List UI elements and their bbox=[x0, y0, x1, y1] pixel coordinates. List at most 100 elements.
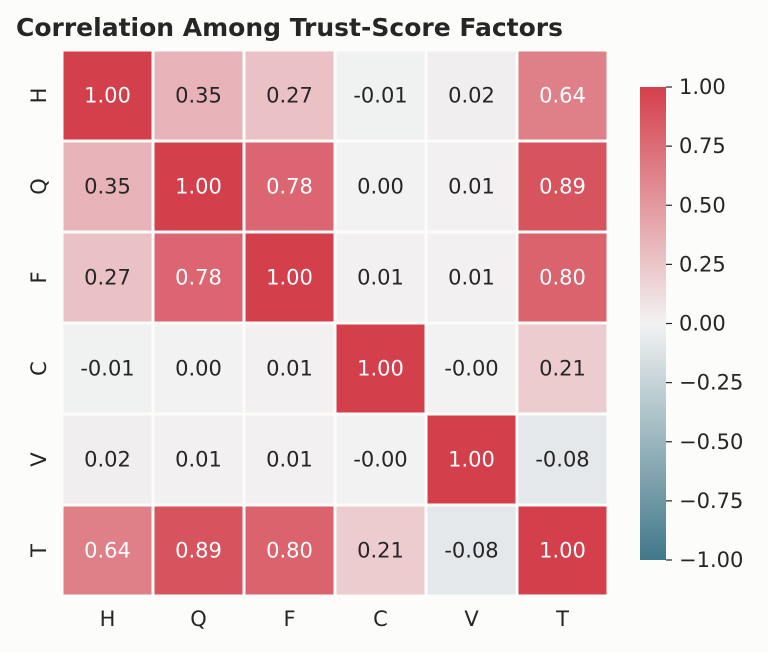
cell-value-label: 1.00 bbox=[175, 175, 222, 199]
heatmap-cell-H-Q bbox=[154, 51, 243, 140]
cell-value-label: -0.00 bbox=[353, 448, 407, 472]
x-tick-label-C: C bbox=[373, 607, 388, 631]
colorbar-tick-label: −0.50 bbox=[679, 430, 743, 454]
colorbar-tick-label: 0.75 bbox=[679, 134, 726, 158]
colorbar-tick-label: 0.25 bbox=[679, 252, 726, 276]
y-tick-label-H: H bbox=[27, 88, 51, 104]
cell-value-label: -0.00 bbox=[444, 357, 498, 381]
heatmap-cell-F-T bbox=[518, 233, 607, 322]
colorbar-gradient bbox=[640, 87, 666, 560]
cell-value-label: 1.00 bbox=[539, 539, 586, 563]
cell-value-label: 0.80 bbox=[266, 539, 313, 563]
heatmap-cell-Q-T bbox=[518, 142, 607, 231]
colorbar: 1.00 0.75 0.50 0.25 0.00 −0.25 −0.50 −0.75 −1.00 bbox=[640, 75, 743, 572]
heatmap-cell-V-H bbox=[63, 415, 152, 504]
heatmap-cell-C-V bbox=[427, 324, 516, 413]
heatmap-cell-F-V bbox=[427, 233, 516, 322]
cell-value-label: 0.02 bbox=[84, 448, 131, 472]
heatmap-cell-V-Q bbox=[154, 415, 243, 504]
cell-value-label: -0.01 bbox=[353, 84, 407, 108]
cell-value-label: 0.89 bbox=[539, 175, 586, 199]
cell-value-label: 0.27 bbox=[84, 266, 131, 290]
colorbar-tick-label: −0.75 bbox=[679, 489, 743, 513]
heatmap-cell-F-Q bbox=[154, 233, 243, 322]
heatmap-cell-V-T bbox=[518, 415, 607, 504]
colorbar-tick-label: 0.50 bbox=[679, 193, 726, 217]
cell-value-label: 1.00 bbox=[448, 448, 495, 472]
heatmap-cell-F-C bbox=[336, 233, 425, 322]
heatmap-cell-C-Q bbox=[154, 324, 243, 413]
cell-value-label: 0.78 bbox=[266, 175, 313, 199]
cell-value-label: 0.01 bbox=[448, 266, 495, 290]
heatmap-cell-Q-H bbox=[63, 142, 152, 231]
heatmap-cell-F-H bbox=[63, 233, 152, 322]
heatmap-cell-H-F bbox=[245, 51, 334, 140]
cell-value-label: 0.80 bbox=[539, 266, 586, 290]
heatmap-cell-Q-F bbox=[245, 142, 334, 231]
cell-value-label: 1.00 bbox=[84, 84, 131, 108]
heatmap-cell-Q-V bbox=[427, 142, 516, 231]
colorbar-tick-label: 0.00 bbox=[679, 312, 726, 336]
colorbar-tick-label: −0.25 bbox=[679, 371, 743, 395]
heatmap-cell-C-F bbox=[245, 324, 334, 413]
x-tick-label-Q: Q bbox=[190, 607, 207, 631]
heatmap-cell-T-Q bbox=[154, 506, 243, 595]
heatmap-cell-T-C bbox=[336, 506, 425, 595]
heatmap-cells: 1.00 0.35 0.27 -0.01 0.02 0.64 0.35 1.00 0.78 0.0… bbox=[63, 51, 607, 595]
cell-value-label: 0.01 bbox=[266, 357, 313, 381]
cell-value-label: 1.00 bbox=[266, 266, 313, 290]
heatmap-cell-T-V bbox=[427, 506, 516, 595]
heatmap-cell-C-H bbox=[63, 324, 152, 413]
heatmap-cell-C-T bbox=[518, 324, 607, 413]
heatmap-cell-F-F bbox=[245, 233, 334, 322]
cell-value-label: 0.01 bbox=[448, 175, 495, 199]
y-tick-label-Q: Q bbox=[27, 178, 51, 195]
heatmap-cell-T-T bbox=[518, 506, 607, 595]
x-tick-label-T: T bbox=[555, 607, 569, 631]
cell-value-label: 0.35 bbox=[175, 84, 222, 108]
x-tick-label-F: F bbox=[283, 607, 295, 631]
y-axis-ticks: H Q F C V T bbox=[27, 88, 51, 558]
colorbar-tick-label: 1.00 bbox=[679, 75, 726, 99]
cell-value-label: 0.01 bbox=[266, 448, 313, 472]
cell-value-label: 0.35 bbox=[84, 175, 131, 199]
cell-value-label: 0.01 bbox=[357, 266, 404, 290]
heatmap-cell-Q-Q bbox=[154, 142, 243, 231]
cell-value-label: 0.78 bbox=[175, 266, 222, 290]
heatmap-cell-C-C bbox=[336, 324, 425, 413]
cell-value-label: -0.08 bbox=[535, 448, 589, 472]
cell-value-label: -0.08 bbox=[444, 539, 498, 563]
cell-value-label: 1.00 bbox=[357, 357, 404, 381]
heatmap-cell-V-V bbox=[427, 415, 516, 504]
heatmap-cell-H-T bbox=[518, 51, 607, 140]
y-tick-label-C: C bbox=[27, 361, 51, 376]
heatmap-cell-T-H bbox=[63, 506, 152, 595]
y-tick-label-F: F bbox=[27, 271, 51, 283]
heatmap-cell-H-H bbox=[63, 51, 152, 140]
cell-value-label: 0.00 bbox=[175, 357, 222, 381]
heatmap-cell-T-F bbox=[245, 506, 334, 595]
x-tick-label-H: H bbox=[100, 607, 116, 631]
heatmap-cell-H-V bbox=[427, 51, 516, 140]
y-tick-label-V: V bbox=[27, 452, 51, 467]
heatmap-cell-H-C bbox=[336, 51, 425, 140]
cell-value-label: -0.01 bbox=[80, 357, 134, 381]
y-tick-label-T: T bbox=[27, 544, 51, 558]
cell-value-label: 0.27 bbox=[266, 84, 313, 108]
cell-value-label: 0.01 bbox=[175, 448, 222, 472]
cell-value-label: 0.02 bbox=[448, 84, 495, 108]
heatmap-cell-Q-C bbox=[336, 142, 425, 231]
cell-value-label: 0.89 bbox=[175, 539, 222, 563]
heatmap-cell-V-C bbox=[336, 415, 425, 504]
cell-value-label: 0.21 bbox=[357, 539, 404, 563]
cell-value-label: 0.21 bbox=[539, 357, 586, 381]
cell-value-label: 0.64 bbox=[539, 84, 586, 108]
chart-title: Correlation Among Trust-Score Factors bbox=[16, 13, 563, 42]
colorbar-tick-label: −1.00 bbox=[679, 548, 743, 572]
cell-value-label: 0.64 bbox=[84, 539, 131, 563]
heatmap-cell-V-F bbox=[245, 415, 334, 504]
cell-value-label: 0.00 bbox=[357, 175, 404, 199]
x-tick-label-V: V bbox=[464, 607, 479, 631]
